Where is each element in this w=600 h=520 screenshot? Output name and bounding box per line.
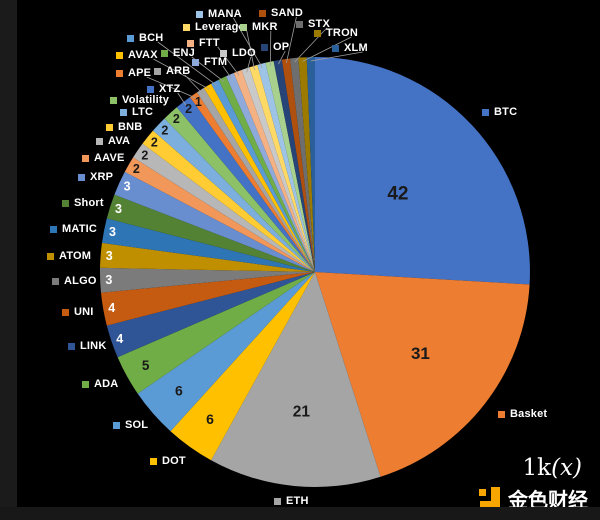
value-label-ltc: 2 [161, 123, 168, 137]
pie-slice-ape [190, 92, 315, 273]
pie-slice-bch [211, 79, 315, 273]
pie-slice-atom [100, 242, 315, 272]
leader-line-tron [302, 36, 352, 62]
pie-slice-leverage [249, 64, 315, 273]
pie-slice-xtz [176, 97, 315, 272]
leader-line-leverage [246, 30, 255, 70]
pie-slice-mana [257, 62, 315, 272]
leader-line-xtz [177, 92, 187, 106]
leader-line-ldo [246, 56, 252, 73]
leader-line-sand [286, 16, 297, 63]
pie-slice-ava [133, 143, 315, 272]
pie-slice-arb [196, 87, 315, 273]
value-label-algo: 3 [105, 273, 112, 287]
pie-slice-ftm [226, 73, 315, 272]
value-label-basket: 31 [411, 344, 430, 363]
pie-slice-mkr [265, 61, 315, 272]
leader-line-mana [233, 17, 263, 68]
pie-slice-eth [211, 272, 381, 487]
leader-line-enj [191, 56, 225, 82]
leader-line-ftm [222, 65, 232, 79]
pie-slice-stx [290, 57, 315, 272]
pie-slice-dot [170, 272, 315, 461]
value-label-volatility: 2 [173, 112, 180, 126]
watermark-1kx: 1k(x) [512, 455, 583, 481]
value-label-atom: 3 [106, 249, 113, 263]
pie-slice-ldo [241, 67, 315, 272]
pie-slice-matic [102, 218, 315, 272]
leader-line-arb [184, 74, 203, 94]
value-label-short: 3 [115, 202, 122, 216]
value-label-uni: 4 [108, 301, 115, 315]
value-label-bnb: 2 [151, 135, 158, 149]
leader-line-ftt [217, 46, 240, 76]
pie-slice-algo [99, 267, 315, 293]
pie-slice-aave [124, 157, 315, 272]
bottom-border-strip [0, 507, 600, 520]
leader-line-xlm [310, 51, 363, 62]
leader-line-ape [146, 76, 196, 99]
pie-slice-ltc [153, 118, 315, 272]
pie-slice-ada [117, 272, 315, 394]
leader-line-stx [294, 27, 328, 63]
pie-slice-short [106, 194, 315, 272]
value-label-link: 4 [116, 332, 123, 346]
pie-slice-xrp [114, 171, 316, 272]
value-label-xrp: 3 [124, 180, 131, 194]
value-label-btc: 42 [387, 183, 408, 204]
jinse-finance-logo-icon [477, 487, 503, 513]
pie-slice-link [106, 272, 315, 358]
leader-line-bch [157, 41, 217, 86]
pie-slice-enj [218, 76, 315, 272]
leader-line-op [278, 50, 286, 65]
value-label-dot: 6 [206, 411, 214, 427]
watermark-prefix: 1k [522, 455, 552, 481]
pie-slice-uni [101, 272, 315, 326]
pie-slice-basket [315, 272, 530, 477]
value-label-matic: 3 [109, 225, 116, 239]
pie-slice-xlm [306, 57, 315, 272]
pie-slice-avax [203, 83, 315, 272]
value-label-aave: 2 [133, 162, 140, 176]
watermark-suffix: (x) [551, 455, 582, 481]
value-label-ava: 2 [141, 148, 148, 162]
pie-slice-sand [281, 58, 315, 272]
value-label-eth: 21 [293, 404, 311, 421]
pie-slice-bnb [142, 130, 315, 272]
leader-line-mkr [269, 30, 272, 66]
leader-line-avax [153, 58, 210, 90]
value-label-sol: 6 [175, 383, 183, 399]
left-border-strip [0, 0, 17, 520]
pie-slice-volatility [164, 107, 315, 272]
value-label-xtz: 2 [185, 102, 192, 116]
pie-slice-btc [315, 57, 530, 285]
value-label-ada: 5 [142, 358, 150, 373]
value-label-ape: 1 [195, 95, 202, 109]
pie-slice-sol [137, 272, 315, 432]
pie-slice-tron [298, 57, 315, 273]
pie-slice-op [273, 59, 315, 272]
pie-slice-ftt [233, 70, 315, 272]
